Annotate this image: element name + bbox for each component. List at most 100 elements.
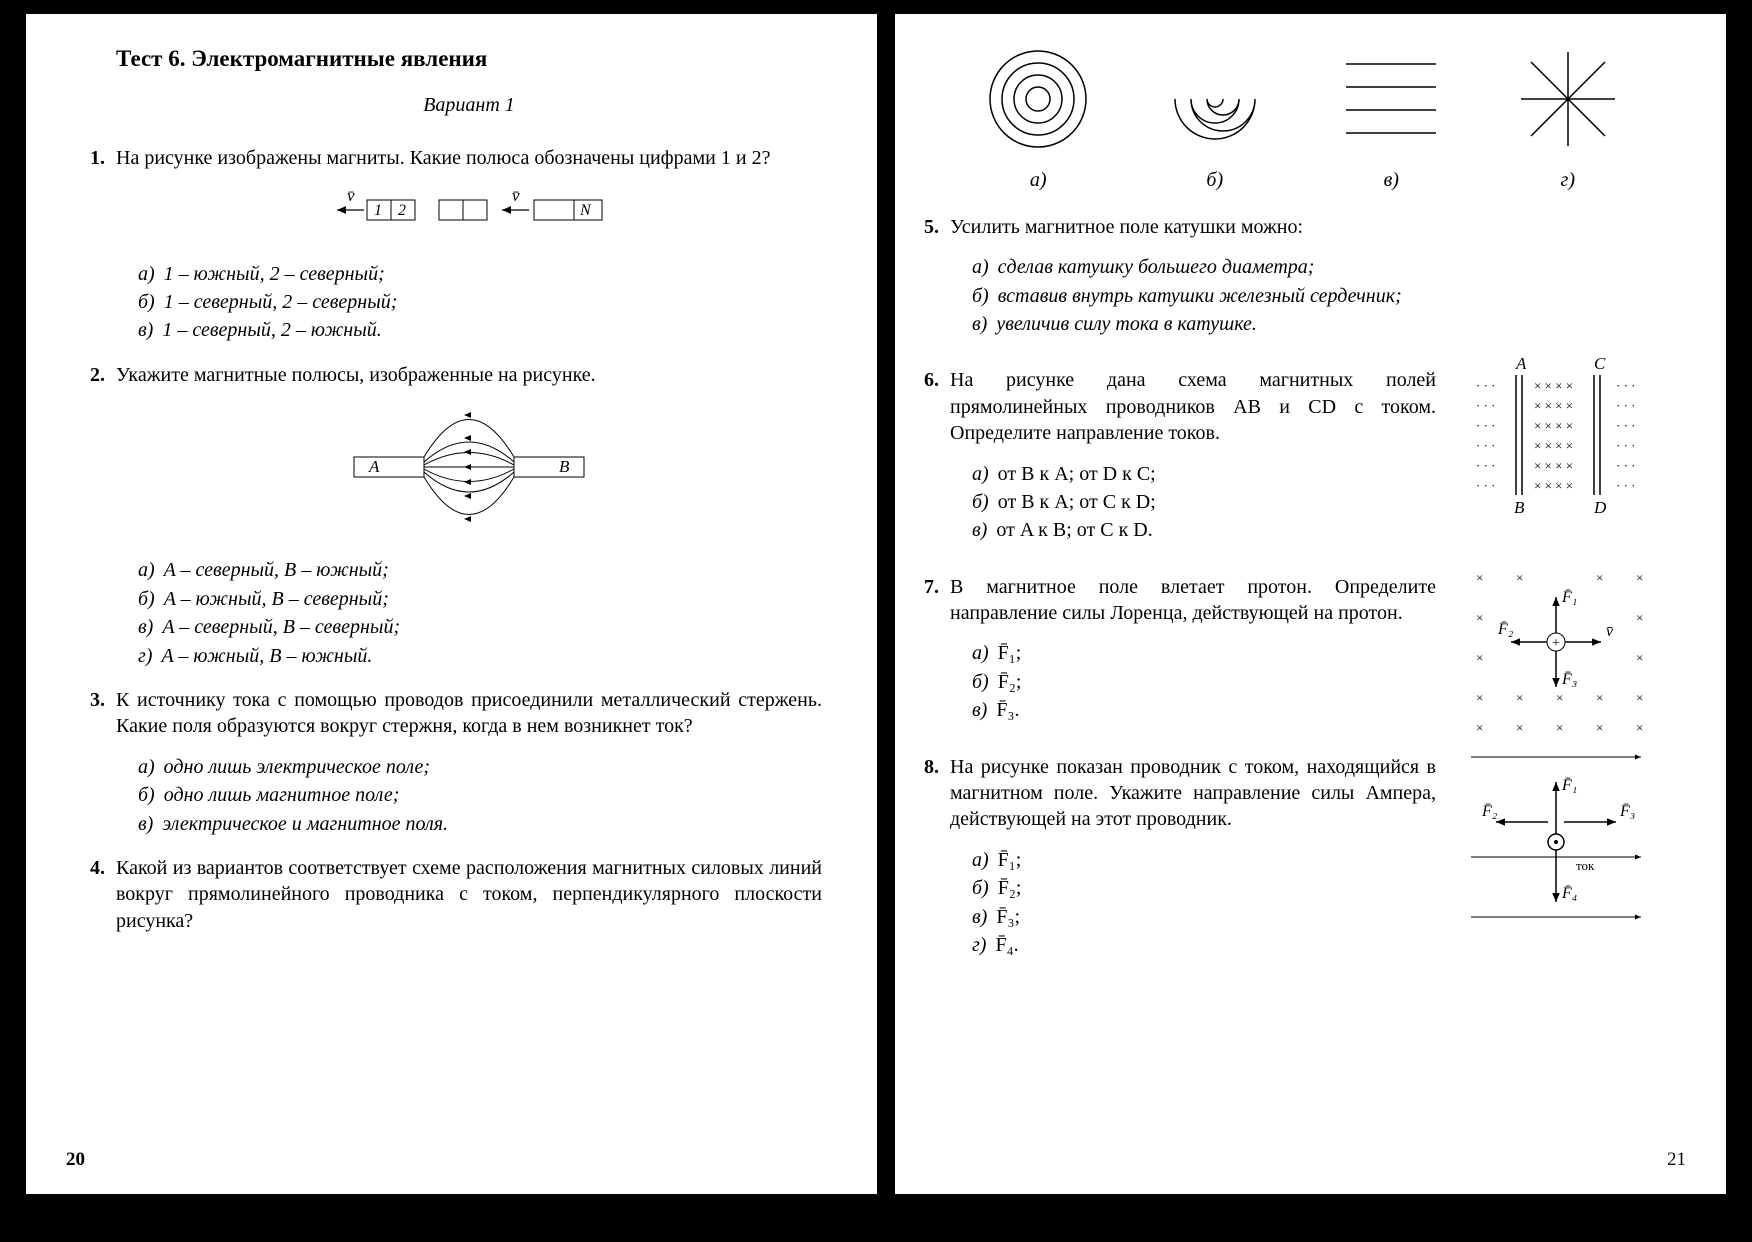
svg-text:×: × [1476,720,1483,735]
svg-text:B: B [559,457,570,476]
svg-text:· · ·: · · · [1476,478,1496,493]
q5-text: Усилить магнитное поле катушки можно: [950,216,1303,238]
test-title: Тест 6. Электромагнитные явления [116,44,822,74]
q3-options: а) одно лишь электрическое поле; б) одно… [138,754,822,837]
svg-text:×: × [1636,570,1643,585]
svg-text:× × × ×: × × × × [1534,418,1573,433]
q4-fig-g [1513,44,1623,154]
q8-number: 8. [924,754,950,780]
question-2: 2. Укажите магнитные полюсы, изображенны… [116,362,822,388]
svg-text:×: × [1476,650,1483,665]
svg-text:×: × [1636,690,1643,705]
page-left: Тест 6. Электромагнитные явления Вариант… [26,14,877,1194]
q3-text: К источнику тока с помощью проводов прис… [116,689,822,737]
q4-number: 4. [90,855,116,881]
svg-text:×: × [1556,690,1563,705]
svg-text:B: B [1514,498,1525,517]
page-number-right: 21 [1667,1147,1686,1172]
q8-text: На рисунке показан проводник с током, на… [950,756,1436,831]
svg-text:× × × ×: × × × × [1534,478,1573,493]
q3-number: 3. [90,687,116,713]
q4-label-g: г) [1480,167,1657,193]
svg-text:×: × [1556,720,1563,735]
q7-text: В магнитное поле влетает протон. Определ… [950,576,1436,624]
svg-text:· · ·: · · · [1476,438,1496,453]
svg-text:1: 1 [374,202,382,219]
svg-text:F̄₁: F̄₁ [1561,777,1577,794]
q1-number: 1. [90,145,116,171]
q2-svg: A B [329,402,609,532]
q6-options: а) от B к A; от D к C; б) от B к A; от C… [972,461,1436,544]
q2-number: 2. [90,362,116,388]
svg-text:· · ·: · · · [1476,378,1496,393]
svg-text:×: × [1596,570,1603,585]
svg-text:· · ·: · · · [1476,398,1496,413]
svg-text:×: × [1636,650,1643,665]
q4-fig-b [1160,44,1270,154]
svg-text:v̄: v̄ [347,186,355,205]
q1-figure: v̄ 1 2 v̄ N [116,185,822,242]
svg-text:× × × ×: × × × × [1534,438,1573,453]
q5-options: а) сделав катушку большего диаметра; б) … [972,254,1656,337]
question-8-wrap: 8. На рисунке показан проводник с током,… [950,742,1656,977]
q7-number: 7. [924,574,950,600]
q4-label-a: а) [950,167,1127,193]
svg-text:· · ·: · · · [1616,378,1636,393]
svg-text:v̄: v̄ [1606,623,1614,640]
q6-text: На рисунке дана схема магнитных полей пр… [950,369,1436,444]
svg-text:· · ·: · · · [1616,458,1636,473]
question-7: 7. В магнитное поле влетает протон. Опре… [950,574,1436,627]
svg-text:F̄₃: F̄₃ [1561,671,1577,688]
question-6: 6. На рисунке дана схема магнитных полей… [950,367,1436,446]
svg-text:× × × ×: × × × × [1534,378,1573,393]
svg-text:A: A [368,457,380,476]
svg-text:· · ·: · · · [1476,418,1496,433]
question-7-wrap: 7. В магнитное поле влетает протон. Опре… [950,562,1656,742]
q4-figures: а) б) в) [950,44,1656,194]
q4-label-b: б) [1127,167,1304,193]
svg-text:× × × ×: × × × × [1534,458,1573,473]
svg-text:F̄₁: F̄₁ [1561,589,1577,606]
svg-text:2: 2 [398,202,406,219]
q1-svg: v̄ 1 2 v̄ N [329,185,609,235]
q7-figure: ×××× ×× ×× ××××× ××××× + F̄₁ F̄₂ F̄₃ v̄ [1456,562,1656,739]
svg-text:×: × [1516,570,1523,585]
page-spread: Тест 6. Электромагнитные явления Вариант… [0,0,1752,1234]
svg-text:v̄: v̄ [512,186,520,205]
svg-text:· · ·: · · · [1616,478,1636,493]
svg-text:F̄₂: F̄₂ [1497,621,1514,638]
svg-text:+: + [1552,636,1560,651]
q1-text: На рисунке изображены магниты. Какие пол… [116,147,770,169]
q7-options: а) F̄₁; б) F̄₂; в) F̄₃. [972,640,1436,723]
q8-options: а) F̄₁; б) F̄₂; в) F̄₃; г) F̄₄. [972,847,1436,959]
question-4: 4. Какой из вариантов соответствует схем… [116,855,822,934]
q4-fig-a [983,44,1093,154]
svg-text:D: D [1593,498,1607,517]
question-6-wrap: 6. На рисунке дана схема магнитных полей… [950,355,1656,561]
q2-options: а) A – северный, B – южный; б) A – южный… [138,557,822,669]
svg-text:ток: ток [1576,858,1595,873]
svg-text:N: N [579,202,592,219]
q4-text: Какой из вариантов соответствует схеме р… [116,857,822,932]
svg-text:F̄₄: F̄₄ [1561,885,1577,902]
q1-options: а) 1 – южный, 2 – северный; б) 1 – север… [138,261,822,344]
svg-text:A: A [1515,354,1527,373]
q2-text: Укажите магнитные полюсы, изображенные н… [116,364,596,386]
svg-text:×: × [1476,610,1483,625]
svg-text:×: × [1636,720,1643,735]
question-1: 1. На рисунке изображены магниты. Какие … [116,145,822,171]
q2-figure: A B [116,402,822,539]
question-3: 3. К источнику тока с помощью проводов п… [116,687,822,740]
question-8: 8. На рисунке показан проводник с током,… [950,754,1436,833]
q4-fig-v [1336,44,1446,154]
svg-text:· · ·: · · · [1616,398,1636,413]
page-number-left: 20 [66,1147,85,1172]
svg-text:F̄₃: F̄₃ [1619,803,1635,820]
svg-text:×: × [1516,720,1523,735]
svg-text:C: C [1594,354,1606,373]
svg-text:· · ·: · · · [1616,438,1636,453]
svg-text:×: × [1596,690,1603,705]
svg-text:×: × [1476,690,1483,705]
svg-text:· · ·: · · · [1616,418,1636,433]
svg-text:· · ·: · · · [1476,458,1496,473]
